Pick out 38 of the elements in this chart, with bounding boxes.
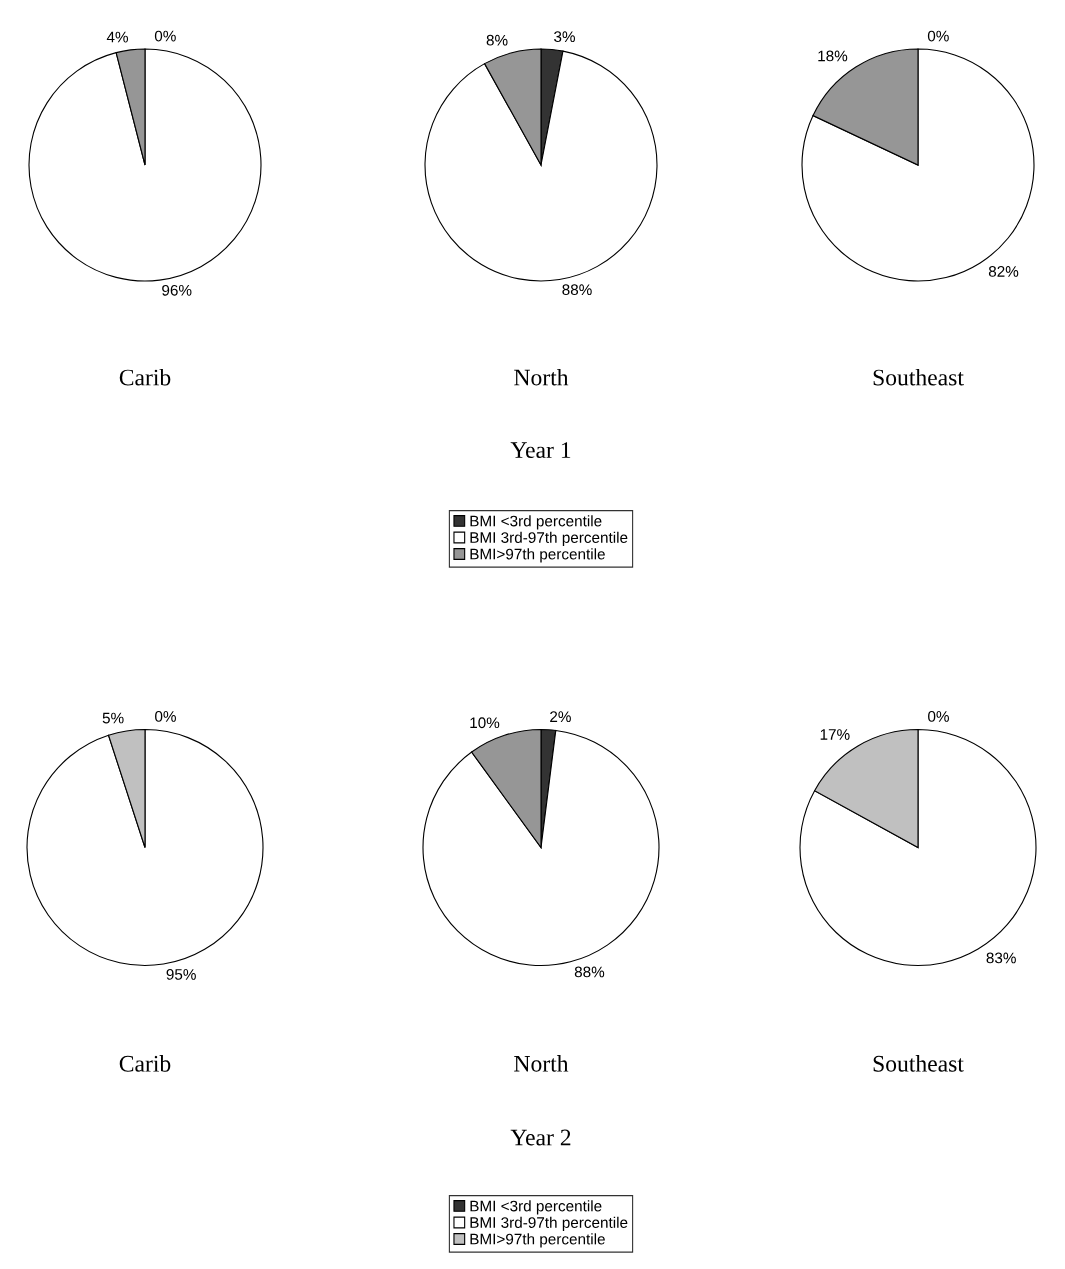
text: Carib <box>119 368 171 386</box>
pie-slice <box>799 728 1037 967</box>
pie-slice <box>26 728 264 967</box>
legend-label: BMI>97th percentile <box>470 1233 605 1248</box>
data-label: 2% <box>550 711 571 722</box>
text: North <box>514 1055 569 1072</box>
data-label: 4% <box>106 31 129 43</box>
text: Year 2 <box>510 1129 571 1146</box>
data-label: 17% <box>820 729 850 740</box>
text: Carib <box>119 1055 171 1072</box>
legend-label: BMI>97th percentile <box>470 548 605 563</box>
data-label: 88% <box>574 966 605 978</box>
data-label: 96% <box>162 284 192 296</box>
data-label: 5% <box>102 712 124 724</box>
data-label: 82% <box>988 266 1019 277</box>
legend-label: BMI <3rd percentile <box>470 515 602 530</box>
text: 0% <box>927 30 949 42</box>
text: Southeast <box>873 1055 964 1072</box>
legend-label: BMI 3rd-97th percentile <box>470 531 628 546</box>
legend-label: BMI <3rd percentile <box>470 1200 602 1215</box>
data-label: 8% <box>486 34 508 46</box>
pie-slice <box>801 48 1035 282</box>
data-label: 3% <box>554 31 575 43</box>
data-label: 88% <box>562 284 592 296</box>
data-label: 95% <box>166 968 196 980</box>
text: Year 1 <box>510 442 571 459</box>
text: Southeast <box>873 368 964 386</box>
text: 0% <box>928 710 949 722</box>
text: 0% <box>155 710 176 722</box>
pie-slice <box>424 50 658 282</box>
pie-slice <box>28 48 262 282</box>
data-label: 18% <box>818 50 848 62</box>
data-label: 10% <box>470 717 500 729</box>
text: 0% <box>154 30 176 42</box>
data-label: 83% <box>986 952 1016 964</box>
pie-slice <box>422 729 660 967</box>
text: North <box>514 368 569 386</box>
legend-label: BMI 3rd-97th percentile <box>470 1216 628 1231</box>
